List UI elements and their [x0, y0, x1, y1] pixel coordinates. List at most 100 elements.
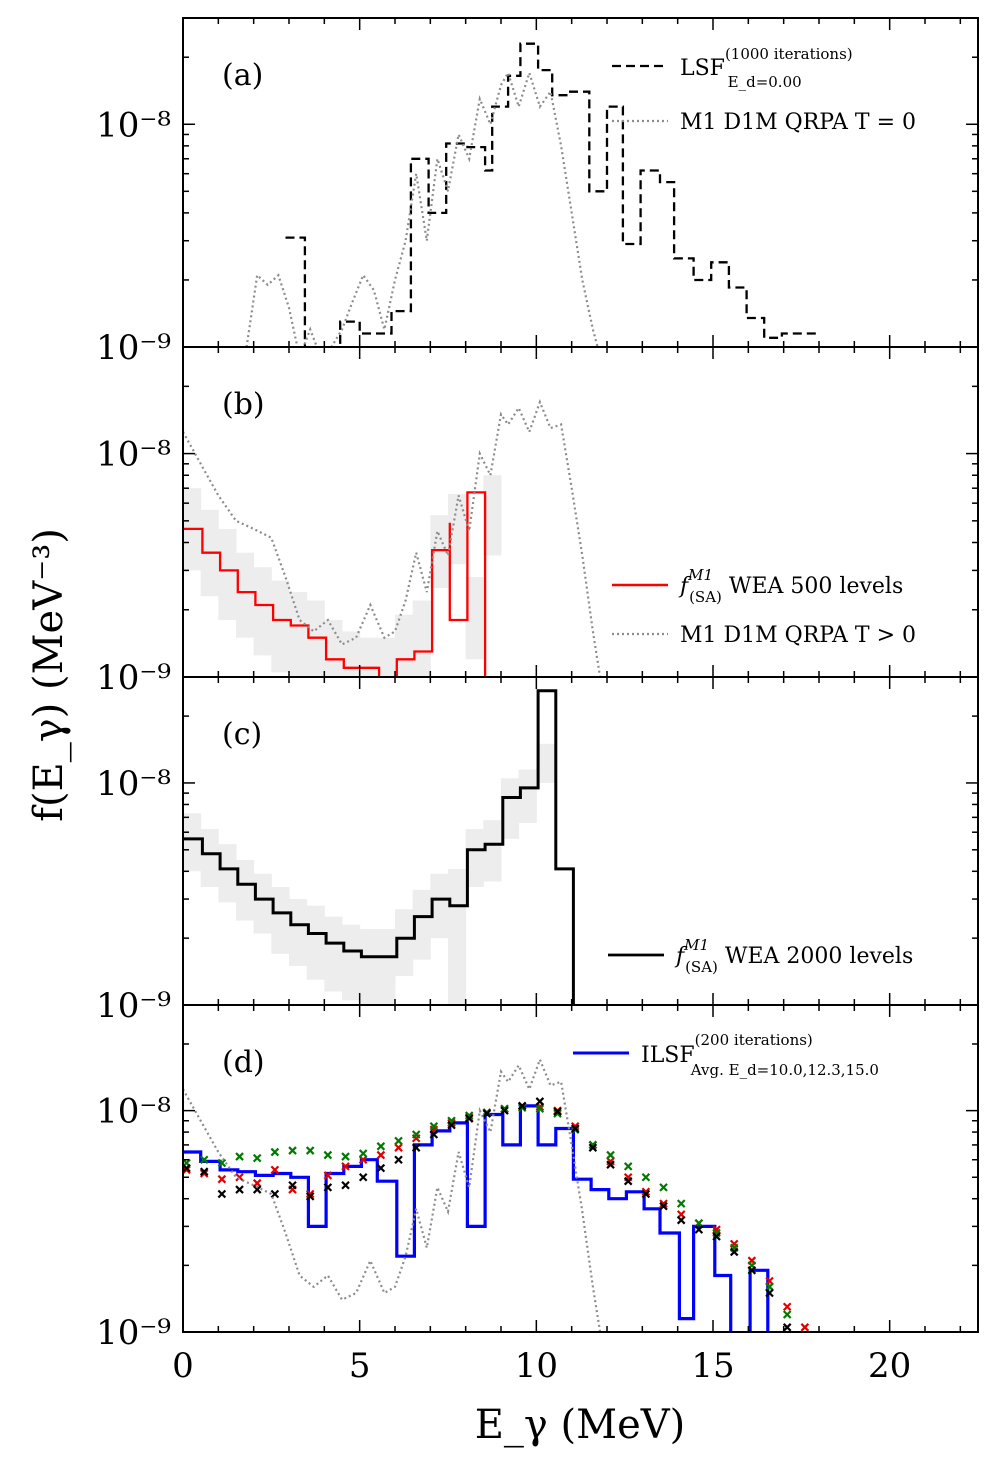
uncertainty-band-bin — [412, 600, 431, 677]
uncertainty-band-bin — [200, 829, 219, 887]
y-tick-label: 10⁻⁸ — [96, 764, 171, 804]
y-tick-label: 10⁻⁹ — [96, 986, 171, 1026]
data-point-marker — [252, 1153, 262, 1163]
panel-label: (b) — [222, 387, 265, 422]
series-line — [183, 399, 602, 677]
uncertainty-band-bin — [253, 873, 272, 934]
uncertainty-band-bin — [465, 577, 484, 660]
uncertainty-band-bin — [236, 859, 255, 921]
series-line — [245, 69, 599, 347]
data-point-marker — [659, 1199, 668, 1208]
uncertainty-band-bin — [412, 889, 431, 960]
data-point-marker — [464, 1111, 474, 1120]
uncertainty-band-bin — [395, 909, 414, 977]
data-point-marker — [641, 1172, 651, 1182]
legend-a-qrpa: M1 D1M QRPA T = 0 — [680, 110, 916, 135]
legend-d-ilsf: ILSF(200 iterations) Avg. E_d=10.0,12.3,1… — [641, 1031, 879, 1079]
panel-label: (a) — [222, 58, 263, 93]
uncertainty-band-bin — [324, 619, 343, 677]
uncertainty-band-bin — [253, 567, 272, 656]
data-point-marker — [376, 1142, 386, 1151]
data-point-marker — [517, 1103, 527, 1113]
data-point-marker — [429, 1130, 439, 1139]
data-point-marker — [235, 1152, 244, 1161]
data-point-marker — [676, 1215, 686, 1225]
data-point-marker — [252, 1178, 262, 1188]
data-point-marker — [217, 1189, 227, 1199]
uncertainty-band-bin — [483, 820, 502, 882]
data-point-marker — [323, 1183, 333, 1192]
data-point-marker — [217, 1158, 227, 1168]
x-tick-label: 10 — [515, 1346, 558, 1386]
data-point-marker — [553, 1109, 562, 1118]
uncertainty-band-bin — [342, 631, 361, 677]
data-point-marker — [358, 1149, 368, 1158]
data-point-marker — [747, 1266, 757, 1275]
data-point-marker — [659, 1201, 668, 1211]
series-line — [183, 491, 487, 677]
data-point-marker — [323, 1171, 333, 1180]
data-point-marker — [606, 1150, 615, 1160]
data-point-marker — [517, 1101, 527, 1111]
x-axis-title: E_γ (MeV) — [475, 1402, 686, 1448]
y-tick-label: 10⁻⁹ — [96, 1313, 171, 1353]
uncertainty-band-bin — [359, 637, 378, 677]
y-tick-label: 10⁻⁹ — [96, 328, 171, 368]
series-line — [183, 1104, 770, 1332]
uncertainty-band-bin — [465, 829, 484, 887]
data-point-marker — [183, 1163, 191, 1173]
data-point-marker — [447, 1120, 456, 1130]
uncertainty-band-bin — [271, 886, 290, 954]
legend-b-qrpa: M1 D1M QRPA T > 0 — [680, 623, 916, 648]
data-point-marker — [782, 1323, 792, 1332]
uncertainty-band-bin — [324, 916, 343, 992]
data-point-marker — [358, 1172, 368, 1182]
panel-b: 10⁻⁸ 10⁻⁹ (b) — [96, 346, 979, 698]
legend-a-lsf: LSF(1000 iterations) E_d=0.00 — [680, 45, 853, 91]
panel-a: 10⁻⁸ 10⁻⁹ (a) — [96, 17, 979, 368]
data-point-marker — [553, 1107, 562, 1116]
data-point-marker — [447, 1118, 456, 1128]
x-tick-label: 20 — [868, 1346, 911, 1386]
data-point-marker — [659, 1183, 668, 1192]
legend-a: LSF(1000 iterations) E_d=0.00 M1 D1M QRPA… — [612, 45, 916, 135]
data-point-marker — [411, 1130, 421, 1139]
uncertainty-band-bin — [218, 844, 237, 903]
uncertainty-band-bin — [483, 475, 502, 556]
panel-c: 10⁻⁸ 10⁻⁹ (c) — [96, 676, 979, 1026]
uncertainty-band-bin — [218, 528, 237, 620]
data-point-marker — [570, 1124, 580, 1133]
data-point-marker — [411, 1143, 421, 1152]
data-point-marker — [305, 1192, 315, 1201]
uncertainty-band-bin — [448, 868, 467, 1005]
data-point-marker — [235, 1185, 244, 1194]
data-point-marker — [782, 1302, 792, 1312]
uncertainty-band-bin — [395, 614, 414, 677]
data-point-marker — [305, 1189, 315, 1199]
data-point-marker — [183, 1165, 191, 1175]
y-tick-label: 10⁻⁸ — [96, 435, 171, 475]
data-point-marker — [694, 1225, 704, 1234]
data-point-marker — [535, 1104, 545, 1113]
axes-frame — [182, 17, 979, 348]
data-point-marker — [394, 1143, 403, 1152]
plot-area — [183, 399, 602, 677]
data-point-marker — [341, 1181, 350, 1190]
data-point-marker — [199, 1167, 209, 1176]
uncertainty-band-bin — [183, 813, 202, 872]
plot-area — [183, 1056, 810, 1332]
uncertainty-band-bin — [236, 552, 255, 638]
data-point-marker — [305, 1146, 315, 1155]
data-point-marker — [323, 1150, 333, 1160]
data-point-marker — [199, 1155, 209, 1165]
uncertainty-band-bin — [448, 493, 467, 565]
data-point-marker — [623, 1162, 633, 1171]
legend-c: fM1 (SA) WEA 2000 levels — [608, 936, 913, 976]
data-point-marker — [800, 1323, 810, 1332]
uncertainty-band-bin — [271, 580, 290, 673]
data-point-marker — [376, 1163, 386, 1173]
panel-d: 10⁻⁸ 10⁻⁹ (d) 0 5 10 15 20 — [96, 1004, 979, 1386]
series-line — [285, 42, 819, 347]
uncertainty-band-bin — [430, 515, 449, 589]
